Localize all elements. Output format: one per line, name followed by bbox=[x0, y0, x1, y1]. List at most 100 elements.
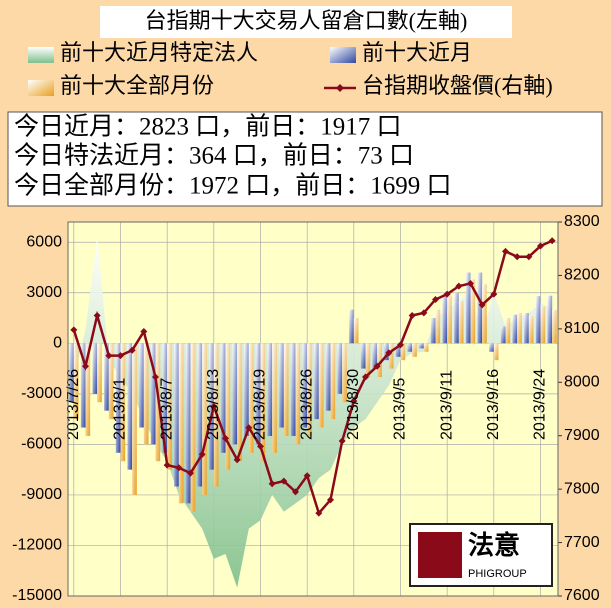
bar bbox=[353, 318, 359, 344]
bar bbox=[85, 343, 91, 436]
marker bbox=[140, 328, 148, 336]
marker bbox=[82, 362, 89, 370]
bar bbox=[470, 279, 476, 344]
marker bbox=[70, 326, 78, 334]
marker bbox=[443, 290, 451, 298]
marker bbox=[222, 434, 229, 442]
bar bbox=[237, 343, 242, 462]
bar bbox=[104, 343, 109, 411]
title-box bbox=[100, 6, 512, 38]
marker bbox=[362, 373, 369, 381]
line bbox=[72, 239, 553, 516]
marker bbox=[93, 312, 101, 319]
marker bbox=[455, 282, 463, 290]
info-line: 今日全部月份：1972 口，前日：1699 口 bbox=[14, 172, 452, 200]
marker bbox=[163, 461, 171, 469]
marker bbox=[303, 472, 311, 480]
x-tick-label: 2013/8/30 bbox=[345, 369, 362, 440]
bar bbox=[120, 343, 126, 462]
bar bbox=[295, 343, 301, 445]
info-line: 今日特法近月：364 口，前日：73 口 bbox=[14, 142, 414, 170]
bar bbox=[372, 343, 378, 369]
marker bbox=[490, 290, 498, 298]
bar bbox=[108, 343, 114, 420]
bar bbox=[528, 316, 534, 344]
bar bbox=[255, 343, 261, 445]
bar bbox=[132, 343, 137, 495]
bar bbox=[92, 343, 98, 394]
bar bbox=[477, 272, 483, 344]
marker bbox=[478, 301, 486, 309]
marker bbox=[128, 346, 136, 354]
bar bbox=[178, 343, 184, 504]
bar bbox=[447, 296, 452, 344]
bar bbox=[482, 284, 487, 344]
bar bbox=[220, 343, 226, 453]
bar bbox=[552, 310, 557, 344]
y-tick-label: -9000 bbox=[21, 486, 62, 503]
y2-tick-label: 7600 bbox=[564, 587, 600, 604]
info-line: 今日近月：2823 口，前日：1917 口 bbox=[14, 113, 402, 141]
bar bbox=[454, 292, 459, 344]
bar bbox=[395, 343, 401, 357]
marker bbox=[338, 437, 346, 445]
bar bbox=[283, 343, 289, 436]
bar bbox=[465, 272, 471, 344]
x-tick-label: 2013/9/24 bbox=[532, 369, 549, 440]
bar bbox=[314, 343, 319, 420]
bar bbox=[512, 314, 518, 344]
y2-tick-label: 8000 bbox=[564, 374, 600, 391]
bar bbox=[150, 343, 156, 445]
bar bbox=[197, 343, 203, 487]
x-tick-label: 2013/9/11 bbox=[438, 370, 455, 440]
legend-label: 前十大近月 bbox=[362, 40, 472, 65]
bar bbox=[505, 318, 511, 344]
bar bbox=[248, 343, 254, 453]
x-tick-label: 2013/8/19 bbox=[252, 369, 269, 440]
legend-swatch bbox=[28, 47, 54, 63]
marker bbox=[280, 477, 288, 485]
bar bbox=[97, 343, 102, 403]
plot-border bbox=[67, 221, 559, 597]
marker bbox=[525, 253, 533, 261]
bar bbox=[337, 343, 343, 394]
marker bbox=[152, 373, 159, 381]
marker bbox=[105, 352, 113, 360]
bar bbox=[73, 343, 79, 420]
marker bbox=[397, 341, 404, 349]
legend-marker bbox=[336, 84, 344, 92]
marker bbox=[467, 279, 474, 287]
marker bbox=[502, 247, 509, 255]
y-tick-label: 0 bbox=[53, 335, 62, 352]
bar bbox=[360, 343, 366, 369]
legend-swatch bbox=[330, 47, 356, 63]
bar bbox=[540, 306, 546, 344]
bar bbox=[267, 343, 273, 436]
marker bbox=[257, 442, 264, 450]
marker bbox=[233, 456, 241, 464]
marker bbox=[187, 469, 194, 477]
bar bbox=[365, 343, 371, 377]
marker bbox=[513, 253, 521, 261]
bar bbox=[423, 343, 429, 352]
y2-tick-label: 7800 bbox=[564, 480, 600, 497]
bar bbox=[162, 343, 168, 453]
bar bbox=[435, 309, 441, 344]
y-tick-label: -12000 bbox=[12, 537, 62, 554]
bar bbox=[388, 343, 394, 369]
bar bbox=[290, 343, 296, 436]
bar bbox=[115, 343, 121, 453]
marker bbox=[373, 362, 381, 370]
bar bbox=[232, 343, 238, 445]
bar bbox=[493, 343, 499, 361]
bar bbox=[318, 343, 324, 428]
bar bbox=[279, 343, 284, 428]
bar bbox=[400, 343, 406, 361]
bar bbox=[524, 312, 529, 344]
bar bbox=[260, 343, 266, 462]
marker bbox=[210, 402, 218, 410]
marker bbox=[198, 450, 206, 458]
y2-tick-label: 7700 bbox=[564, 534, 600, 551]
legend-label: 台指期收盤價(右軸) bbox=[362, 73, 553, 98]
